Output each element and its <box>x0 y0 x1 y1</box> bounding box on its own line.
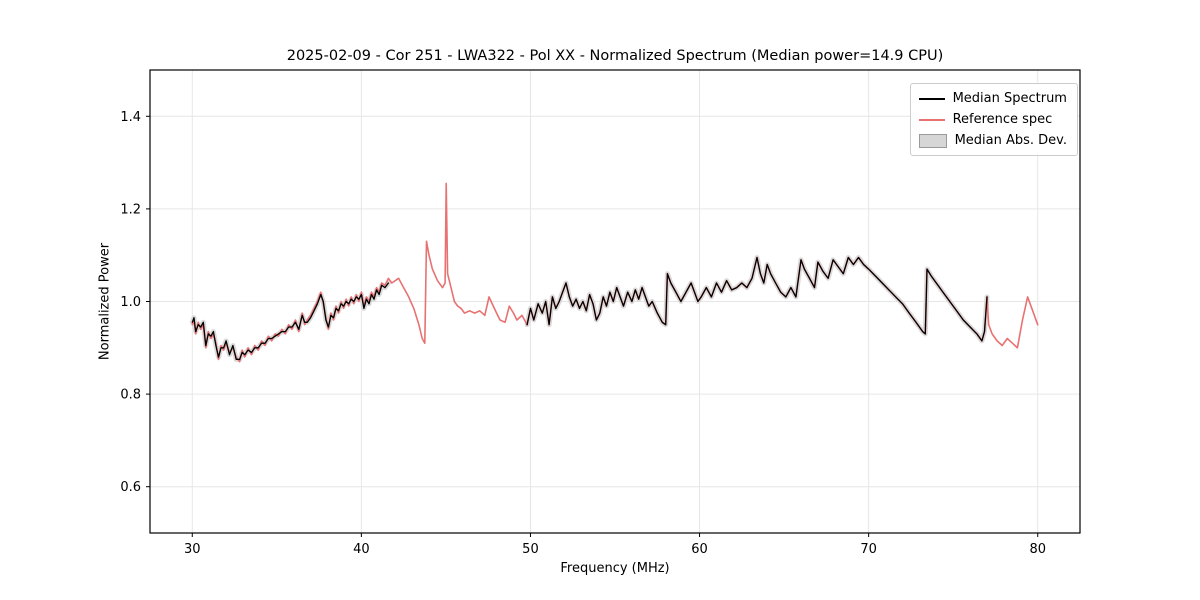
legend: Median Spectrum Reference spec Median Ab… <box>909 83 1078 156</box>
y-tick-label: 1.2 <box>120 202 141 217</box>
y-tick-label: 0.6 <box>120 480 141 495</box>
median-line-swatch <box>918 97 945 100</box>
legend-item-mad: Median Abs. Dev. <box>918 133 1067 148</box>
legend-item-median: Median Spectrum <box>918 91 1067 106</box>
x-axis-label: Frequency (MHz) <box>560 561 670 576</box>
x-tick-label: 30 <box>184 542 201 557</box>
legend-item-reference: Reference spec <box>918 112 1067 127</box>
y-tick-label: 0.8 <box>120 388 141 403</box>
x-tick-label: 70 <box>860 542 877 557</box>
median-spectrum-line <box>526 256 988 342</box>
mad-band <box>524 255 990 344</box>
y-tick-label: 1.0 <box>120 295 141 310</box>
x-tick-label: 50 <box>522 542 539 557</box>
legend-label-median: Median Spectrum <box>952 91 1067 106</box>
chart-title: 2025-02-09 - Cor 251 - LWA322 - Pol XX -… <box>286 48 944 64</box>
mad-patch-swatch <box>918 133 947 148</box>
x-tick-label: 80 <box>1029 542 1046 557</box>
median-spectrum-line <box>191 282 390 361</box>
reference-line-swatch <box>918 118 945 121</box>
x-tick-label: 60 <box>691 542 708 557</box>
legend-label-reference: Reference spec <box>952 112 1053 127</box>
y-tick-label: 1.4 <box>120 110 141 125</box>
x-tick-label: 40 <box>353 542 370 557</box>
legend-label-mad: Median Abs. Dev. <box>954 133 1067 148</box>
reference-spectrum-line <box>191 182 1039 363</box>
